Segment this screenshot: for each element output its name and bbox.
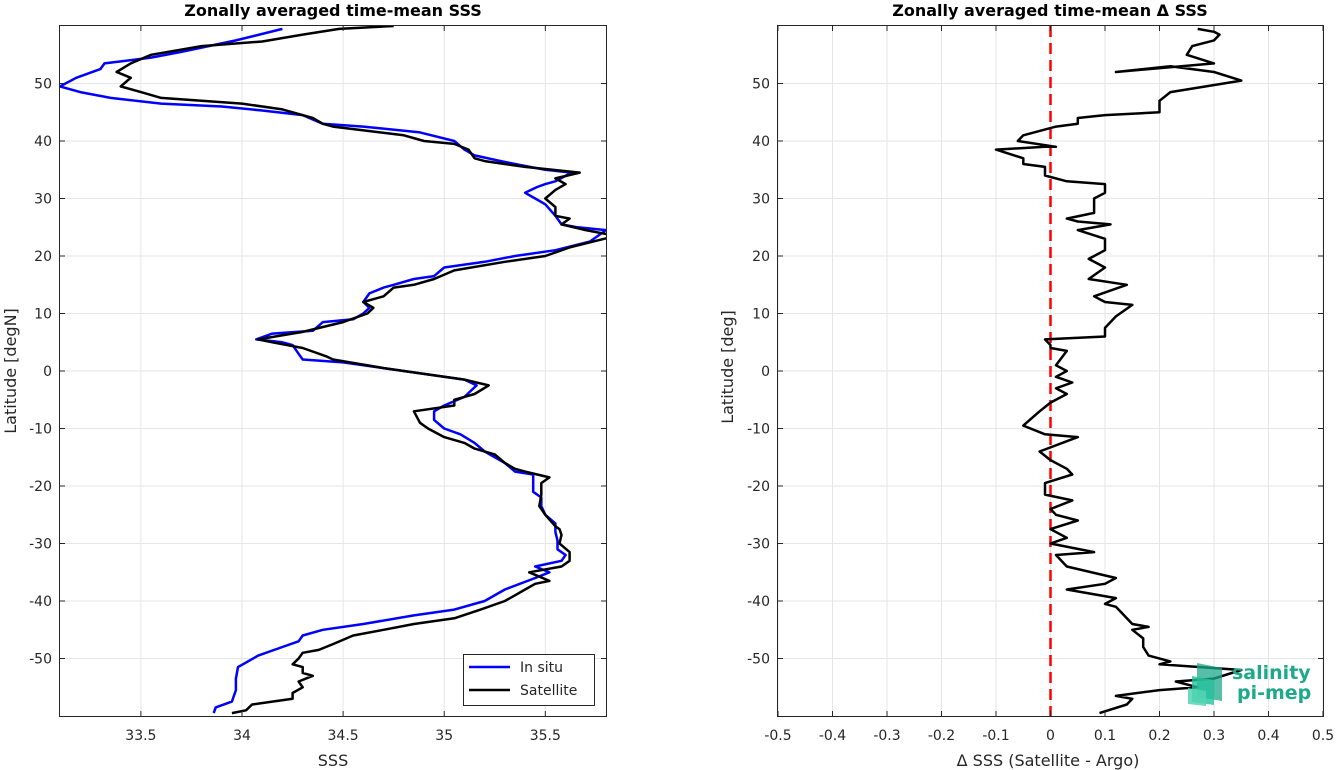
- right-ylabel: Latitude [deg]: [718, 310, 737, 424]
- left-axes-box: [59, 25, 607, 717]
- left-title: Zonally averaged time-mean SSS: [184, 1, 482, 20]
- left-panel: 33.5 34 34.5 35 35.5 -50 -40 -30 -20 -10 0 10 20 30 40…: [1, 1, 607, 770]
- right-xtick-label: 0.2: [1148, 728, 1170, 744]
- salinity-pi-mep-logo: salinity pi-mep: [1188, 662, 1311, 706]
- right-xtick-label: -0.4: [819, 728, 846, 744]
- left-ytick-label: 30: [34, 192, 52, 208]
- left-xtick-label: 35: [435, 728, 453, 744]
- left-series-line-in-situ: [60, 27, 606, 714]
- left-ytick-label: 20: [34, 249, 52, 265]
- legend-label-satellite: Satellite: [520, 683, 577, 699]
- left-ytick-label: 50: [34, 77, 52, 93]
- right-ticks: -0.5 -0.4 -0.3 -0.2 -0.1 0 0.1 0.2 0.3 0.4 0.5 -50 -…: [747, 26, 1334, 744]
- left-ylabel: Latitude [degN]: [1, 308, 20, 434]
- left-series-line-satellite: [115, 26, 606, 715]
- right-panel: -0.5 -0.4 -0.3 -0.2 -0.1 0 0.1 0.2 0.3 0.4 0.5 -50 -…: [718, 1, 1334, 770]
- logo-icon: [1188, 663, 1222, 706]
- left-ytick-label: -20: [29, 479, 52, 495]
- right-ytick-label: 10: [752, 307, 770, 323]
- right-axes-box: [777, 25, 1324, 717]
- right-ytick-label: 40: [752, 134, 770, 150]
- left-ticks: 33.5 34 34.5 35 35.5 -50 -40 -30 -20 -10 0 10 20 30 40…: [29, 26, 606, 744]
- left-xtick-label: 35.5: [530, 728, 561, 744]
- right-ytick-label: -10: [747, 422, 770, 438]
- left-xtick-label: 33.5: [125, 728, 156, 744]
- right-ytick-label: -30: [747, 537, 770, 553]
- right-series-line-series-0: [994, 27, 1243, 715]
- left-ytick-label: -50: [29, 652, 52, 668]
- left-xlabel: SSS: [318, 751, 348, 770]
- left-ytick-label: -40: [29, 594, 52, 610]
- right-xtick-label: 0: [1046, 728, 1055, 744]
- left-ytick-label: 0: [43, 364, 52, 380]
- right-xtick-label: -0.3: [873, 728, 900, 744]
- right-xtick-label: 0.1: [1094, 728, 1116, 744]
- left-series: [60, 26, 606, 715]
- right-title: Zonally averaged time-mean Δ SSS: [892, 1, 1208, 20]
- right-ytick-label: -20: [747, 479, 770, 495]
- left-xtick-label: 34: [233, 728, 251, 744]
- right-xtick-label: 0.4: [1257, 728, 1279, 744]
- right-xtick-label: -0.1: [982, 728, 1009, 744]
- left-ytick-label: 40: [34, 134, 52, 150]
- right-ytick-label: 20: [752, 249, 770, 265]
- right-xtick-label: 0.3: [1203, 728, 1225, 744]
- legend-box: [463, 654, 595, 706]
- right-series: [994, 27, 1243, 715]
- right-ytick-label: -40: [747, 594, 770, 610]
- right-xtick-label: -0.5: [764, 728, 791, 744]
- right-ytick-label: 50: [752, 77, 770, 93]
- left-ytick-label: -10: [29, 422, 52, 438]
- left-grid: [60, 26, 606, 716]
- right-xtick-label: -0.2: [928, 728, 955, 744]
- right-ytick-label: 0: [761, 364, 770, 380]
- left-ytick-label: -30: [29, 537, 52, 553]
- legend-label-in-situ: In situ: [520, 660, 563, 676]
- right-ytick-label: -50: [747, 652, 770, 668]
- left-ytick-label: 10: [34, 307, 52, 323]
- right-xtick-label: 0.5: [1312, 728, 1334, 744]
- logo-text-line2: pi-mep: [1237, 682, 1311, 704]
- left-xtick-label: 34.5: [328, 728, 359, 744]
- legend: In situ Satellite: [463, 654, 595, 706]
- right-ytick-label: 30: [752, 192, 770, 208]
- right-xlabel: Δ SSS (Satellite - Argo): [957, 751, 1140, 770]
- logo-text-line1: salinity: [1232, 662, 1311, 684]
